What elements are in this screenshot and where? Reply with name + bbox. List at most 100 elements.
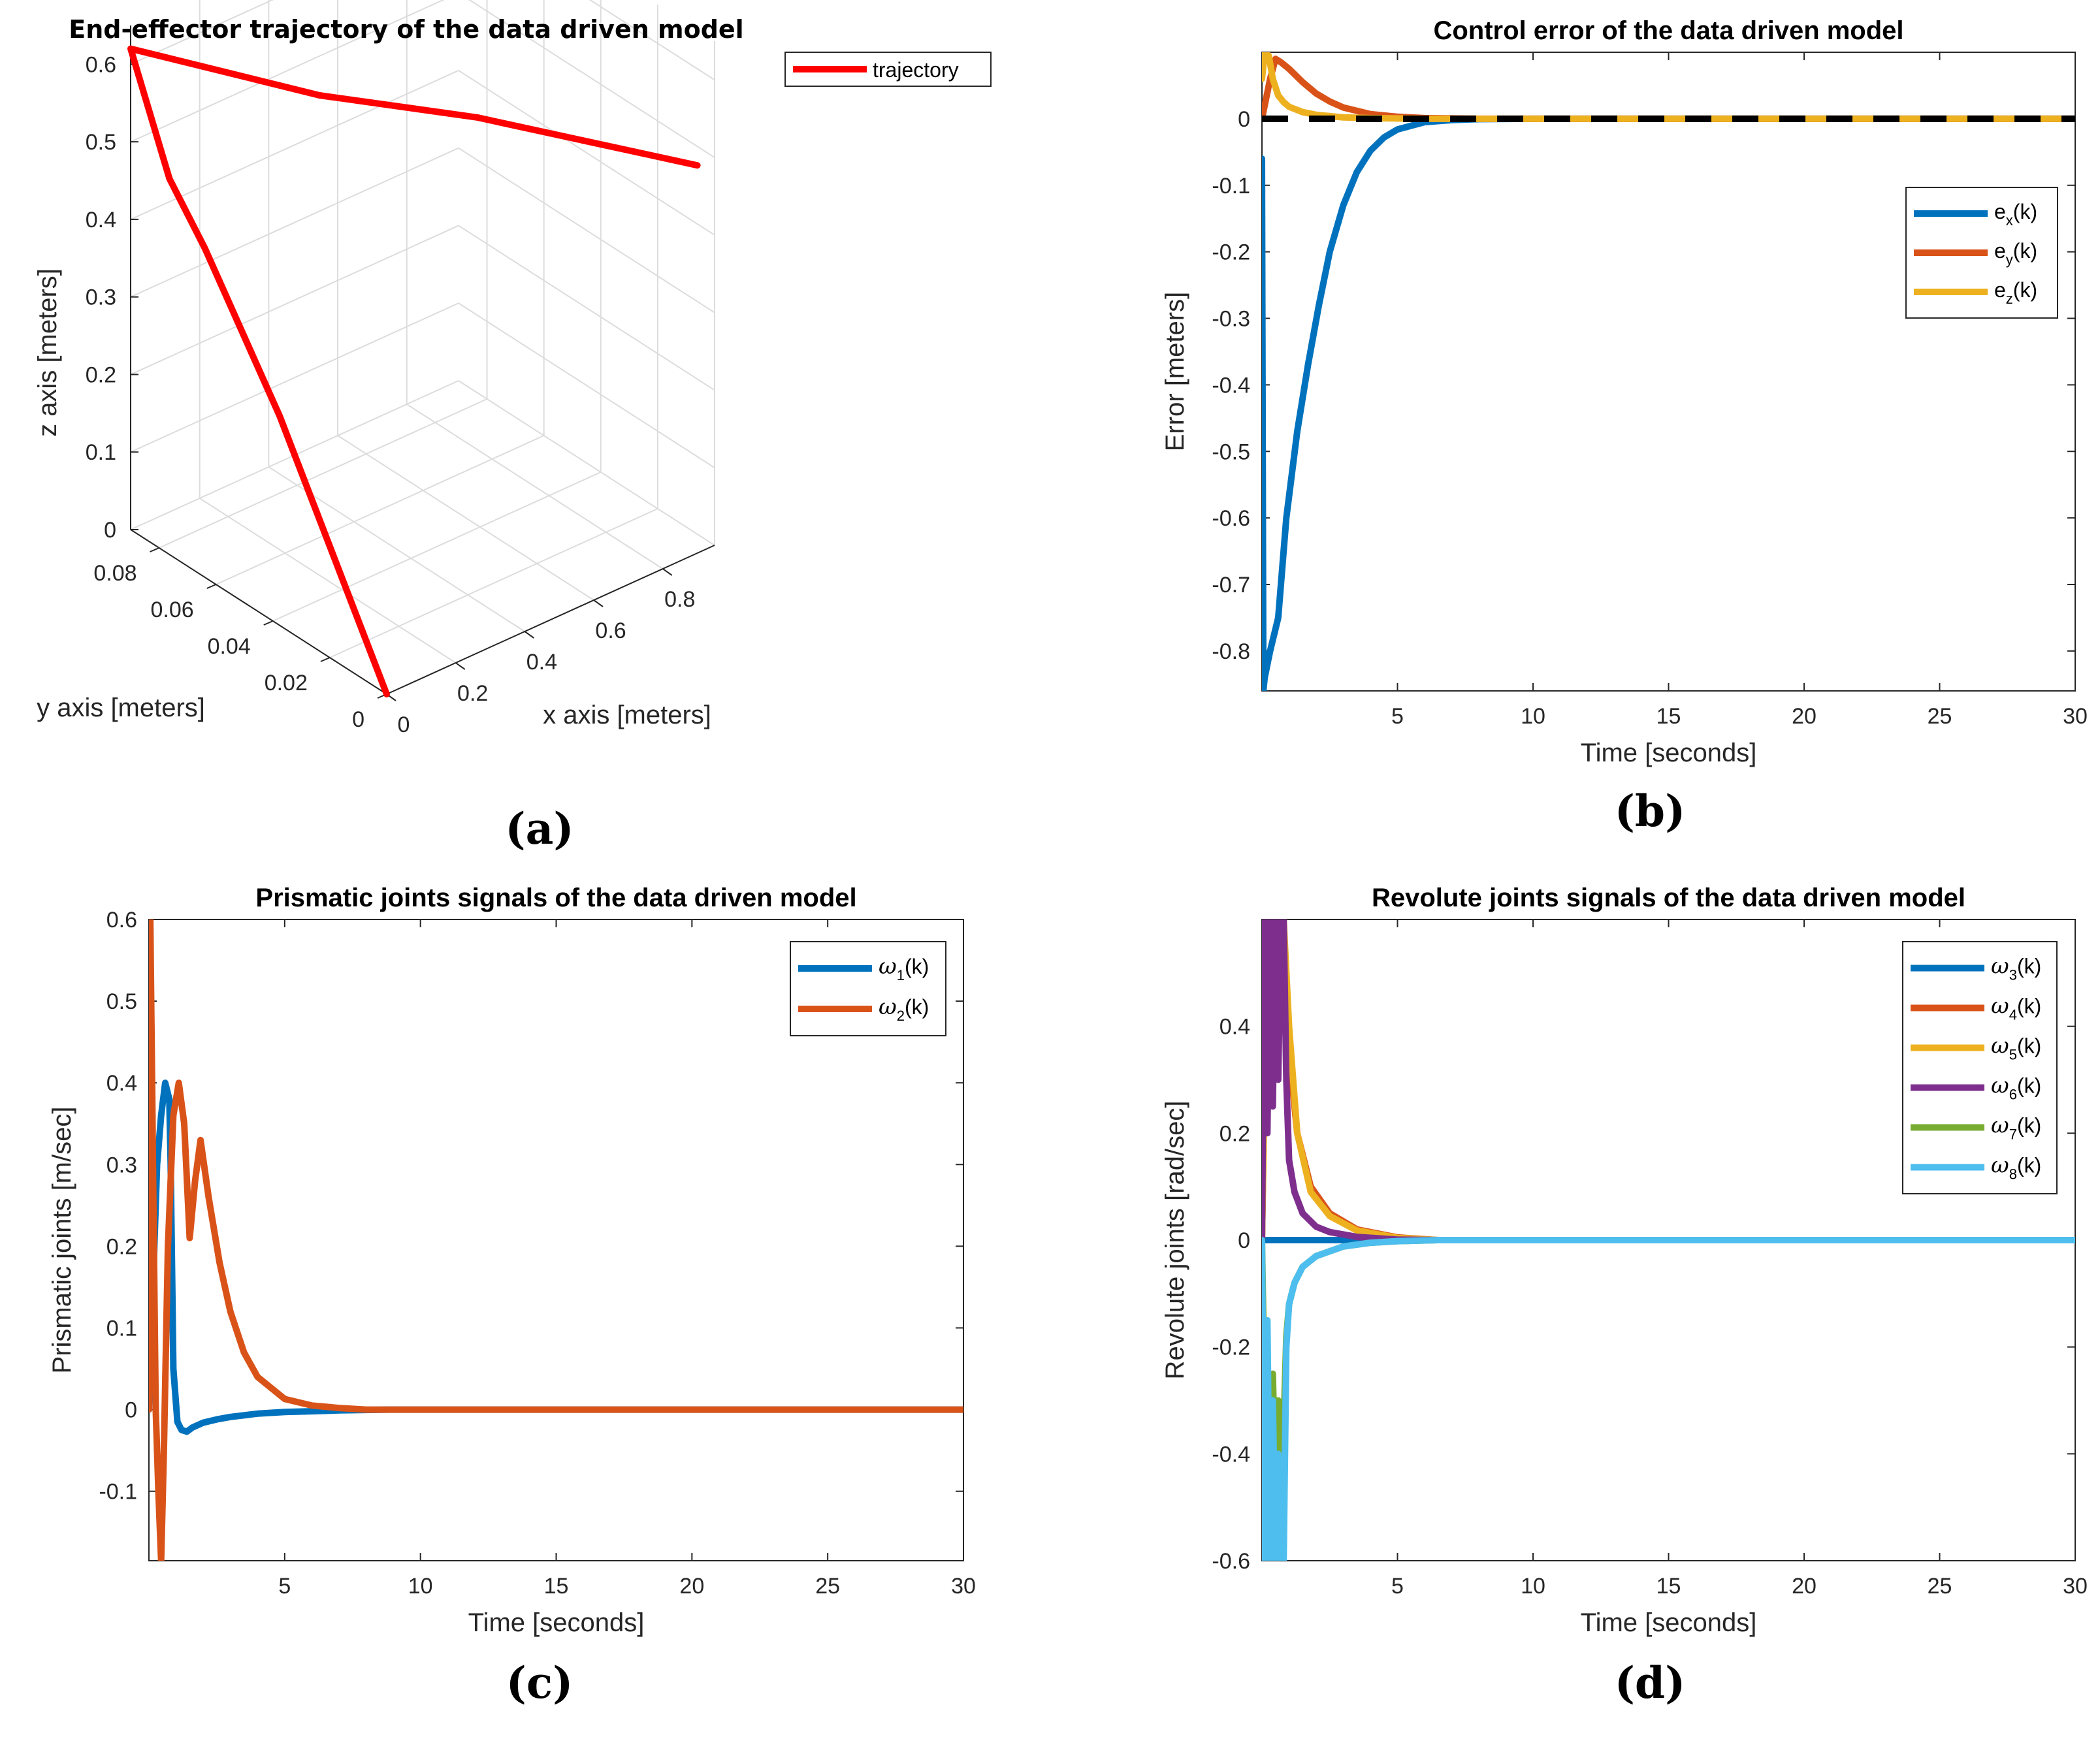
legend-symbol: e [1994,239,2006,263]
plot-area [1261,52,2076,692]
x-axis-label: Time [seconds] [1581,1608,1757,1637]
legend-entry: ex(k) [1994,200,2037,229]
legend-subscript: y [2006,251,2013,268]
legend-suffix: (k) [2013,200,2037,223]
grid-line-floor-y [272,471,602,622]
grid-line-side-z [589,0,715,81]
x-tick-label: 15 [1656,1574,1681,1599]
panel-c: 5 10 15 20 25 30 0.6 0.5 0.4 0.3 0.2 0.1 0 -0.1 Prisma… [48,884,976,1708]
z-tick-label: 0.1 [86,440,116,465]
x-tick-label: 15 [544,1574,569,1599]
legend-suffix: (k) [2017,995,2041,1018]
legend-suffix: (k) [2017,1034,2041,1058]
z-tick-label: 0.2 [86,362,116,387]
y-tick-label: 0.08 [93,561,137,586]
grid-line-side-z [458,225,715,391]
trajectory-line [127,45,701,697]
legend-entry: ω8(k) [1991,1153,2041,1183]
legend-subscript: x [2006,212,2013,229]
legend-symbol: e [1994,200,2006,223]
y-tick-label: 0.6 [106,908,137,933]
legend: ω3(k)ω4(k)ω5(k)ω6(k)ω7(k)ω8(k) [1902,941,2058,1194]
x-axis-label: x axis [meters] [543,701,711,729]
x-tick-label: 5 [278,1574,291,1599]
grid-line-back-z [130,225,459,375]
chart-title: Prismatic joints signals of the data dri… [255,884,856,912]
panel-caption: (a) [505,803,573,854]
legend-suffix: (k) [2017,1154,2041,1177]
legend-symbol: ω [1991,1113,2009,1139]
x-tick-label: 30 [2063,704,2088,729]
y-tick-label: -0.7 [1212,573,1250,598]
legend-symbol: ω [1991,993,2009,1019]
legend-subscript: z [2006,291,2013,307]
legend-subscript: 2 [897,1008,905,1024]
legend-entry: ez(k) [1994,278,2037,307]
y-tick-label: 0.06 [150,598,193,622]
legend-symbol: ω [879,994,897,1020]
legend-subscript: 1 [897,967,905,983]
chart-title: Revolute joints signals of the data driv… [1372,884,1965,912]
y-tick-label: -0.1 [1212,174,1250,199]
chart-title: End-effector trajectory of the data driv… [69,15,743,44]
legend-suffix: (k) [2017,1074,2041,1098]
grid-line-floor-x [199,498,457,663]
y-tick-label: 0.3 [106,1153,137,1177]
grid-line-side-z [458,380,715,546]
legend: trajectory [784,52,992,87]
legend-suffix: (k) [2013,278,2037,302]
y-tick-label: 0.2 [1220,1121,1250,1146]
grid-line-side-z [468,0,715,158]
x-tick-label: 10 [408,1574,433,1599]
legend-symbol: e [1994,278,2006,302]
panel-caption: (d) [1615,1657,1686,1708]
x-tick-mark [455,662,466,670]
y-tick-mark [263,620,274,626]
legend-symbol: ω [1991,953,2009,980]
x-tick-mark [524,631,534,639]
grid-line-back-z [130,0,274,65]
grid-line-floor-y [159,398,487,549]
x-tick-label: 0.6 [595,618,626,643]
legend-box [1902,941,2058,1194]
y-tick-label: -0.3 [1212,307,1250,332]
x-tick-label: 0.2 [457,681,488,706]
y-tick-label: -0.1 [99,1480,137,1505]
legend-entry: ω5(k) [1991,1033,2041,1063]
y-tick-label: 0.4 [1220,1015,1250,1040]
y-tick-label: -0.6 [1212,1549,1250,1574]
y-axis-label: y axis [meters] [37,694,205,722]
y-tick-label: 0.04 [208,634,251,659]
legend-entry: ω2(k) [879,994,929,1024]
x-tick-label: 15 [1656,704,1681,729]
legend-symbol: ω [1991,1153,2009,1179]
x-tick-label: 30 [2063,1574,2088,1599]
series-group [1262,919,2075,1561]
y-tick-label: -0.2 [1212,1335,1250,1360]
z-tick-label: 0.5 [86,130,116,155]
x-axis-label: Time [seconds] [468,1608,645,1637]
x-tick-label: 20 [679,1574,704,1599]
y-tick-label: -0.2 [1212,240,1250,265]
z-tick-label: 0.4 [86,208,116,232]
x-tick-label: 0 [398,712,410,737]
series-line-ω_6(k) [1262,919,2075,1243]
y-tick-label: 0.1 [106,1316,137,1341]
x-tick-label: 0.8 [664,587,695,612]
y-tick-label: 0 [352,707,364,732]
y-tick-label: 0 [125,1398,137,1423]
y-axis-line [130,529,387,695]
y-axis-label: Error [meters] [1161,292,1189,451]
legend-suffix: (k) [905,995,929,1019]
grid-line-floor-y [216,435,545,585]
legend-box [790,941,946,1036]
y-tick-label: -0.5 [1212,439,1250,464]
z-tick-label: 0.3 [86,285,116,310]
z-tick-label: 0.6 [86,52,116,77]
panel-b: 5 10 15 20 25 30 0 -0.1 -0.2 -0.3 -0.4 -0.5 -0.6 -0.7… [1161,16,2088,837]
legend-symbol: ω [1991,1033,2009,1059]
grid-line-back-z [130,0,445,143]
series-line-ω_1(k) [149,1079,963,1435]
y-tick-label: -0.4 [1212,373,1250,398]
series-group [1262,52,2075,691]
